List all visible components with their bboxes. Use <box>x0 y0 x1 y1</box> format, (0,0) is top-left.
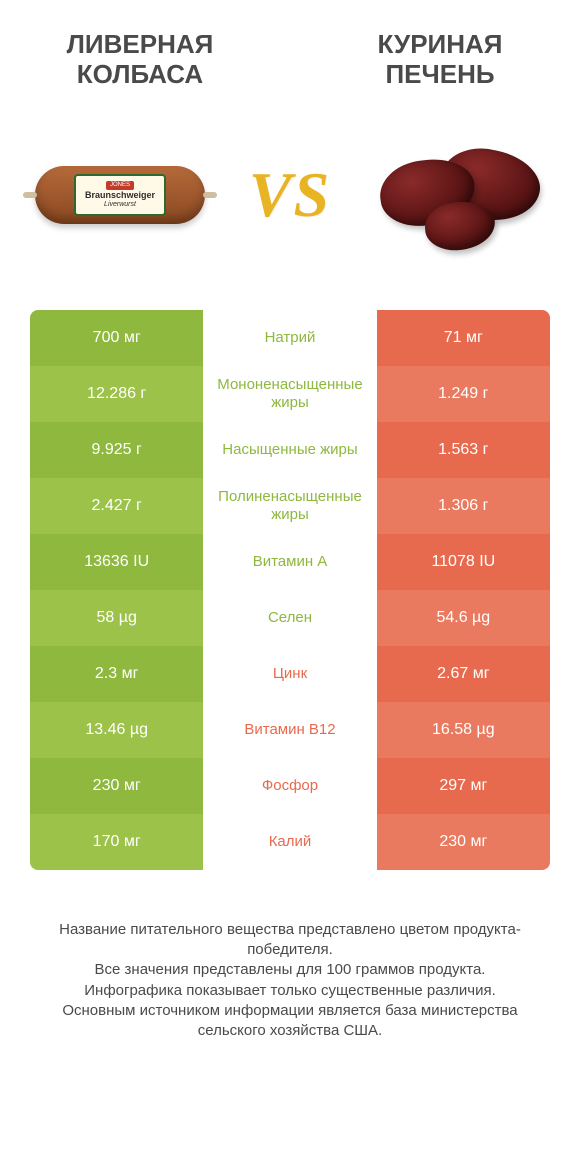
sausage-icon: JONES Braunschweiger Liverwurst <box>35 166 205 224</box>
table-row: 2.427 гПолиненасыщенные жиры1.306 г <box>30 478 550 534</box>
right-value: 2.67 мг <box>377 646 550 702</box>
table-row: 13636 IUВитамин A11078 IU <box>30 534 550 590</box>
table-row: 13.46 µgВитамин B1216.58 µg <box>30 702 550 758</box>
left-value: 13636 IU <box>30 534 203 590</box>
left-value: 170 мг <box>30 814 203 870</box>
nutrient-label: Полиненасыщенные жиры <box>203 478 376 534</box>
right-value: 16.58 µg <box>377 702 550 758</box>
left-value: 2.427 г <box>30 478 203 534</box>
table-row: 58 µgСелен54.6 µg <box>30 590 550 646</box>
vs-row: JONES Braunschweiger Liverwurst VS <box>0 100 580 310</box>
nutrient-label: Фосфор <box>203 758 376 814</box>
nutrient-label: Мононенасыщенные жиры <box>203 366 376 422</box>
table-row: 12.286 гМононенасыщенные жиры1.249 г <box>30 366 550 422</box>
table-row: 170 мгКалий230 мг <box>30 814 550 870</box>
right-value: 54.6 µg <box>377 590 550 646</box>
comparison-table: 700 мгНатрий71 мг12.286 гМононенасыщенны… <box>30 310 550 870</box>
left-value: 700 мг <box>30 310 203 366</box>
left-value: 13.46 µg <box>30 702 203 758</box>
left-value: 9.925 г <box>30 422 203 478</box>
nutrient-label: Витамин B12 <box>203 702 376 758</box>
sausage-label: JONES Braunschweiger Liverwurst <box>74 174 166 216</box>
nutrient-label: Насыщенные жиры <box>203 422 376 478</box>
footer-line: Название питательного вещества представл… <box>30 920 550 961</box>
footer-line: Основным источником информации является … <box>30 1001 550 1042</box>
right-value: 1.306 г <box>377 478 550 534</box>
table-row: 700 мгНатрий71 мг <box>30 310 550 366</box>
table-row: 230 мгФосфор297 мг <box>30 758 550 814</box>
right-value: 1.249 г <box>377 366 550 422</box>
left-product-image: JONES Braunschweiger Liverwurst <box>30 125 210 265</box>
nutrient-label: Витамин A <box>203 534 376 590</box>
right-value: 11078 IU <box>377 534 550 590</box>
left-value: 230 мг <box>30 758 203 814</box>
liver-icon <box>380 140 540 250</box>
left-product-title: ЛИВЕРНАЯ КОЛБАСА <box>40 30 240 90</box>
left-value: 58 µg <box>30 590 203 646</box>
right-product-title: КУРИНАЯ ПЕЧЕНЬ <box>340 30 540 90</box>
footer-text: Название питательного вещества представл… <box>0 870 580 1072</box>
right-value: 1.563 г <box>377 422 550 478</box>
vs-badge: VS <box>249 158 331 232</box>
right-product-image <box>370 125 550 265</box>
footer-line: Инфографика показывает только существенн… <box>30 981 550 1001</box>
nutrient-label: Калий <box>203 814 376 870</box>
right-value: 230 мг <box>377 814 550 870</box>
nutrient-label: Цинк <box>203 646 376 702</box>
table-row: 9.925 гНасыщенные жиры1.563 г <box>30 422 550 478</box>
nutrient-label: Селен <box>203 590 376 646</box>
left-value: 2.3 мг <box>30 646 203 702</box>
header: ЛИВЕРНАЯ КОЛБАСА КУРИНАЯ ПЕЧЕНЬ <box>0 0 580 100</box>
footer-line: Все значения представлены для 100 граммо… <box>30 960 550 980</box>
table-row: 2.3 мгЦинк2.67 мг <box>30 646 550 702</box>
right-value: 297 мг <box>377 758 550 814</box>
nutrient-label: Натрий <box>203 310 376 366</box>
right-value: 71 мг <box>377 310 550 366</box>
left-value: 12.286 г <box>30 366 203 422</box>
